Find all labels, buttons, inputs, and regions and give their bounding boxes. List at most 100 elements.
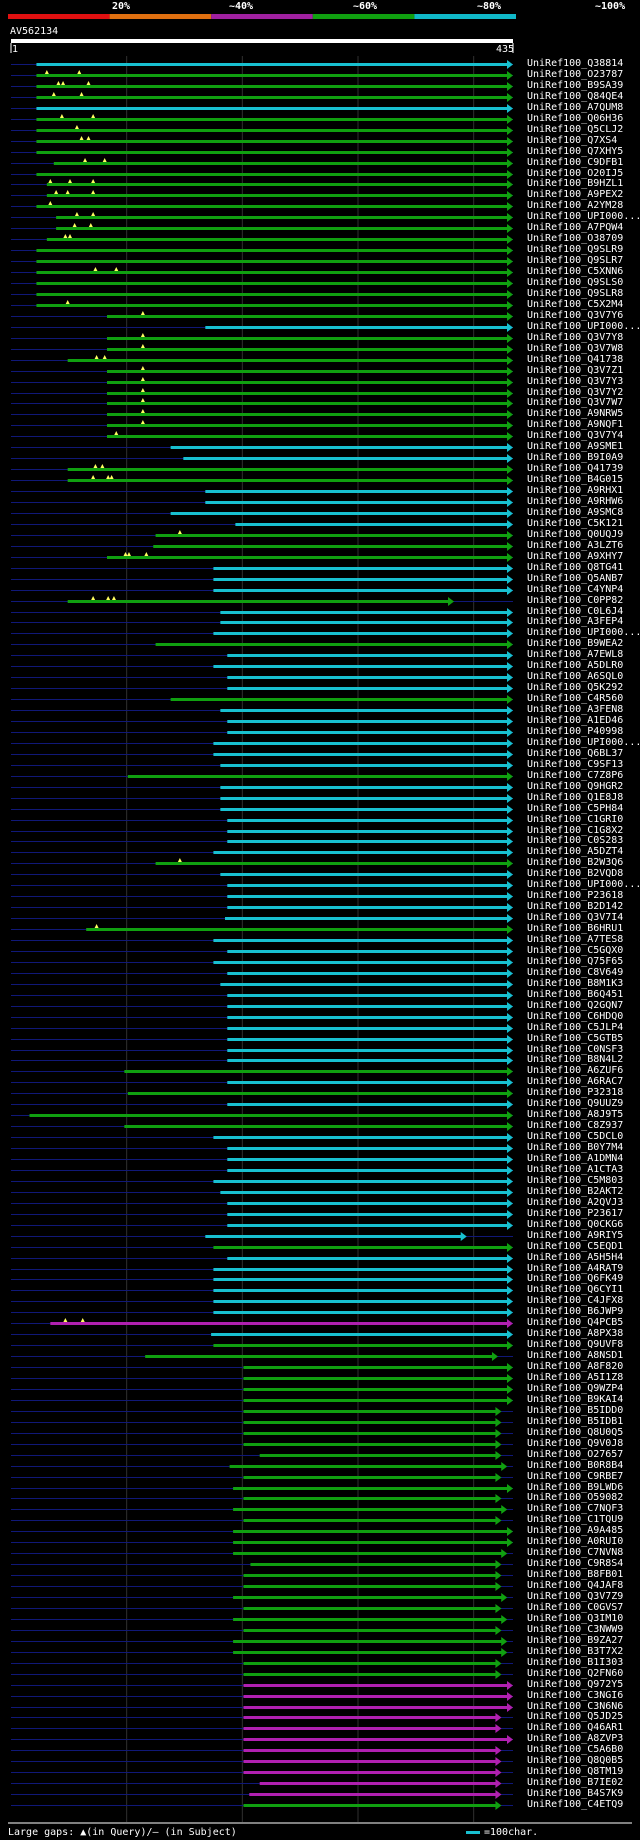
hit-label[interactable]: UniRef100_B4G015 — [527, 474, 624, 485]
hit-label[interactable]: UniRef100_C4ETQ9 — [527, 1799, 624, 1810]
hit-label[interactable]: UniRef100_B9WEA2 — [527, 638, 624, 649]
hit-label[interactable]: UniRef100_O38709 — [527, 233, 624, 244]
hit-label[interactable]: UniRef100_Q9HGR2 — [527, 781, 624, 792]
hit-label[interactable]: UniRef100_B9I0A9 — [527, 452, 624, 463]
hit-label[interactable]: UniRef100_Q5JD25 — [527, 1711, 624, 1722]
hit-label[interactable]: UniRef100_A9XHY7 — [527, 551, 624, 562]
hit-label[interactable]: UniRef100_C3NWW9 — [527, 1624, 624, 1635]
hit-label[interactable]: UniRef100_C5GTB5 — [527, 1033, 624, 1044]
hit-label[interactable]: UniRef100_B7IE02 — [527, 1777, 624, 1788]
hit-label[interactable]: UniRef100_B9LWD6 — [527, 1482, 624, 1493]
hit-label[interactable]: UniRef100_C7Z8P6 — [527, 770, 624, 781]
hit-label[interactable]: UniRef100_C7NVN8 — [527, 1547, 624, 1558]
hit-label[interactable]: UniRef100_C5A6B0 — [527, 1744, 624, 1755]
hit-label[interactable]: UniRef100_C3N6N6 — [527, 1701, 624, 1712]
hit-label[interactable]: UniRef100_UPI000... — [527, 879, 640, 890]
hit-label[interactable]: UniRef100_B2W3Q6 — [527, 857, 624, 868]
hit-label[interactable]: UniRef100_P23618 — [527, 890, 624, 901]
hit-label[interactable]: UniRef100_C4JFX8 — [527, 1295, 624, 1306]
hit-label[interactable]: UniRef100_O27657 — [527, 1449, 624, 1460]
hit-label[interactable]: UniRef100_Q6CYI1 — [527, 1284, 624, 1295]
hit-label[interactable]: UniRef100_UPI000... — [527, 211, 640, 222]
hit-label[interactable]: UniRef100_Q9WZP4 — [527, 1383, 624, 1394]
hit-label[interactable]: UniRef100_Q2FN60 — [527, 1668, 624, 1679]
hit-label[interactable]: UniRef100_O23787 — [527, 69, 624, 80]
hit-label[interactable]: UniRef100_B9KAI4 — [527, 1394, 624, 1405]
hit-label[interactable]: UniRef100_Q9UUZ9 — [527, 1098, 624, 1109]
hit-label[interactable]: UniRef100_Q3V7Y6 — [527, 310, 624, 321]
hit-label[interactable]: UniRef100_Q9SLR8 — [527, 288, 624, 299]
hit-label[interactable]: UniRef100_Q5K292 — [527, 682, 624, 693]
hit-label[interactable]: UniRef100_A2YM28 — [527, 200, 624, 211]
hit-label[interactable]: UniRef100_B6HRU1 — [527, 923, 624, 934]
hit-label[interactable]: UniRef100_A1ED46 — [527, 715, 624, 726]
hit-label[interactable]: UniRef100_A3FEN8 — [527, 704, 624, 715]
hit-label[interactable]: UniRef100_Q75F65 — [527, 956, 624, 967]
hit-label[interactable]: UniRef100_Q8TG41 — [527, 562, 624, 573]
hit-label[interactable]: UniRef100_Q9SLS0 — [527, 277, 624, 288]
hit-label[interactable]: UniRef100_Q972Y5 — [527, 1679, 624, 1690]
hit-label[interactable]: UniRef100_C5PH84 — [527, 803, 624, 814]
hit-label[interactable]: UniRef100_A5H5H4 — [527, 1252, 624, 1263]
hit-label[interactable]: UniRef100_A8F820 — [527, 1361, 624, 1372]
hit-label[interactable]: UniRef100_A9RHX1 — [527, 485, 624, 496]
hit-label[interactable]: UniRef100_C5DCL0 — [527, 1131, 624, 1142]
hit-label[interactable]: UniRef100_A3LZT6 — [527, 540, 624, 551]
hit-label[interactable]: UniRef100_O59082 — [527, 1492, 624, 1503]
hit-label[interactable]: UniRef100_C6HDQ0 — [527, 1011, 624, 1022]
hit-label[interactable]: UniRef100_Q9SLR7 — [527, 255, 624, 266]
hit-label[interactable]: UniRef100_A0RUI0 — [527, 1536, 624, 1547]
hit-label[interactable]: UniRef100_B6JWP9 — [527, 1306, 624, 1317]
hit-label[interactable]: UniRef100_C0NSF3 — [527, 1044, 624, 1055]
hit-label[interactable]: UniRef100_B6Q451 — [527, 989, 624, 1000]
hit-label[interactable]: UniRef100_Q5CLJ2 — [527, 124, 624, 135]
hit-label[interactable]: UniRef100_P40998 — [527, 726, 624, 737]
hit-label[interactable]: UniRef100_Q5ANB7 — [527, 573, 624, 584]
hit-label[interactable]: UniRef100_A5DZT4 — [527, 846, 624, 857]
hit-label[interactable]: UniRef100_Q41739 — [527, 463, 624, 474]
hit-label[interactable]: UniRef100_B8N4L2 — [527, 1054, 624, 1065]
hit-label[interactable]: UniRef100_Q8TM19 — [527, 1766, 624, 1777]
hit-label[interactable]: UniRef100_Q3V7Y2 — [527, 387, 624, 398]
hit-label[interactable]: UniRef100_C8V649 — [527, 967, 624, 978]
hit-label[interactable]: UniRef100_C1TQU9 — [527, 1514, 624, 1525]
hit-label[interactable]: UniRef100_C7NQF3 — [527, 1503, 624, 1514]
hit-label[interactable]: UniRef100_C3NGI6 — [527, 1690, 624, 1701]
hit-label[interactable]: UniRef100_C5JLP4 — [527, 1022, 624, 1033]
hit-label[interactable]: UniRef100_A9PEX2 — [527, 189, 624, 200]
hit-label[interactable]: UniRef100_C0PP82 — [527, 595, 624, 606]
hit-label[interactable]: UniRef100_Q7XS4 — [527, 135, 618, 146]
hit-label[interactable]: UniRef100_C9DFB1 — [527, 157, 624, 168]
hit-label[interactable]: UniRef100_C4R560 — [527, 693, 624, 704]
hit-label[interactable]: UniRef100_A9SME1 — [527, 441, 624, 452]
hit-label[interactable]: UniRef100_C8Z937 — [527, 1120, 624, 1131]
hit-label[interactable]: UniRef100_A9NQF1 — [527, 419, 624, 430]
hit-label[interactable]: UniRef100_A1DMN4 — [527, 1153, 624, 1164]
hit-label[interactable]: UniRef100_UPI000... — [527, 321, 640, 332]
hit-label[interactable]: UniRef100_A9RHW6 — [527, 496, 624, 507]
hit-label[interactable]: UniRef100_A1CTA3 — [527, 1164, 624, 1175]
hit-label[interactable]: UniRef100_A8ZVP3 — [527, 1733, 624, 1744]
hit-label[interactable]: UniRef100_A3FEP4 — [527, 616, 624, 627]
hit-label[interactable]: UniRef100_B4S7K9 — [527, 1788, 624, 1799]
hit-label[interactable]: UniRef100_C5GQX0 — [527, 945, 624, 956]
hit-label[interactable]: UniRef100_Q9SLR9 — [527, 244, 624, 255]
hit-label[interactable]: UniRef100_B8M1K3 — [527, 978, 624, 989]
hit-label[interactable]: UniRef100_Q1E8J8 — [527, 792, 624, 803]
hit-label[interactable]: UniRef100_Q06H36 — [527, 113, 624, 124]
hit-label[interactable]: UniRef100_A7TES8 — [527, 934, 624, 945]
hit-label[interactable]: UniRef100_Q0UQJ9 — [527, 529, 624, 540]
hit-label[interactable]: UniRef100_P32318 — [527, 1087, 624, 1098]
hit-label[interactable]: UniRef100_C9R8S4 — [527, 1558, 624, 1569]
hit-label[interactable]: UniRef100_C0S283 — [527, 835, 624, 846]
hit-label[interactable]: UniRef100_B1I303 — [527, 1657, 624, 1668]
hit-label[interactable]: UniRef100_A5DLR0 — [527, 660, 624, 671]
hit-label[interactable]: UniRef100_A9RIY5 — [527, 1230, 624, 1241]
hit-label[interactable]: UniRef100_A6SQL0 — [527, 671, 624, 682]
hit-label[interactable]: UniRef100_Q0CKG6 — [527, 1219, 624, 1230]
hit-label[interactable]: UniRef100_Q4PCB5 — [527, 1317, 624, 1328]
hit-label[interactable]: UniRef100_A4RAT9 — [527, 1263, 624, 1274]
hit-label[interactable]: UniRef100_Q3V7I4 — [527, 912, 624, 923]
hit-label[interactable]: UniRef100_A8PX38 — [527, 1328, 624, 1339]
hit-label[interactable]: UniRef100_UPI000... — [527, 627, 640, 638]
